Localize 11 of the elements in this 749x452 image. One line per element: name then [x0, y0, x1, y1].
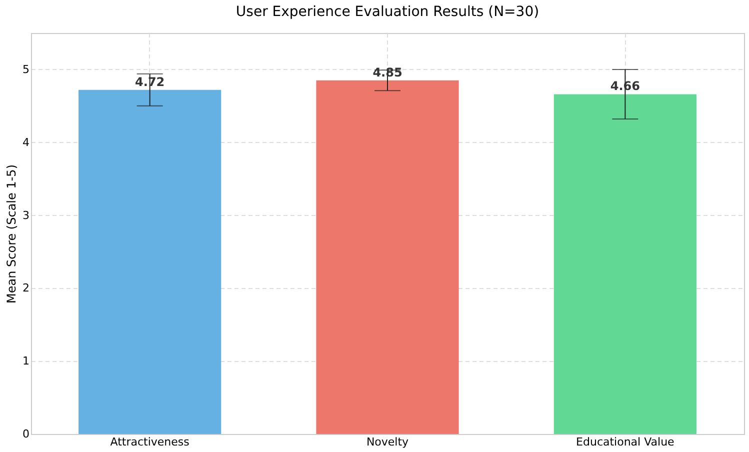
- y-tick-label: 4: [22, 136, 30, 149]
- y-tick-label: 2: [22, 282, 30, 295]
- x-tick-label: Novelty: [366, 436, 410, 448]
- y-tick-label: 3: [22, 208, 30, 222]
- y-axis-title: Mean Score (Scale 1-5): [4, 164, 18, 304]
- y-tick-label: 1: [22, 354, 30, 368]
- y-tick-label: 0: [22, 428, 30, 440]
- x-tick-label: Attractiveness: [110, 436, 190, 448]
- chart-title: User Experience Evaluation Results (N=30): [236, 4, 540, 20]
- y-tick-label: 5: [22, 62, 30, 76]
- x-tick-label: Educational Value: [576, 436, 675, 448]
